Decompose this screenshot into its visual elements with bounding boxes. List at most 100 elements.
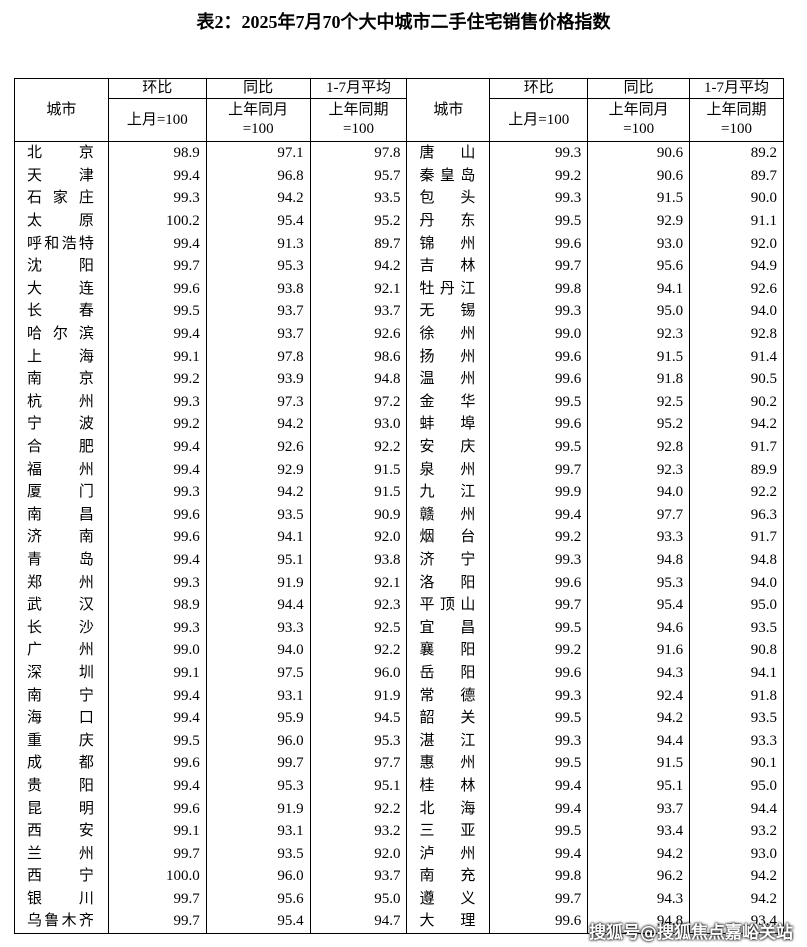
index-value: 92.3	[587, 458, 691, 481]
index-value: 94.0	[689, 571, 784, 594]
city: 大连	[14, 277, 109, 301]
index-value: 97.7	[587, 503, 691, 527]
index-value: 95.2	[587, 413, 691, 436]
index-value: 95.4	[205, 910, 311, 934]
index-value: 99.7	[107, 910, 207, 934]
index-value: 96.0	[309, 661, 408, 685]
header-row: 上月=100 上年同月 =100 上年同期 =100 上月=100 上年同月 =100 上…	[15, 98, 784, 142]
base-header: 上年同月 =100	[587, 98, 691, 142]
index-value: 94.2	[205, 187, 311, 210]
index-value: 99.5	[489, 616, 589, 640]
city: 重庆	[14, 729, 109, 753]
index-value: 91.8	[689, 684, 784, 707]
city: 丹东	[406, 209, 491, 233]
index-value: 92.8	[689, 322, 784, 346]
index-value: 99.3	[107, 616, 207, 640]
index-value: 95.2	[309, 209, 408, 233]
index-value: 98.6	[309, 345, 408, 368]
index-value: 90.2	[689, 390, 784, 414]
city: 韶关	[406, 706, 491, 730]
index-value: 99.3	[489, 187, 589, 210]
data-row: 上海 99.1 97.8 98.6 扬州 99.6 91.5 91.4	[14, 345, 784, 368]
index-value: 94.8	[689, 548, 784, 572]
index-value: 94.4	[587, 729, 691, 753]
city: 深圳	[14, 661, 109, 685]
city: 北京	[14, 141, 109, 165]
index-value: 93.7	[587, 797, 691, 820]
data-row: 南京 99.2 93.9 94.8 温州 99.6 91.8 90.5	[14, 367, 784, 391]
city: 金华	[406, 390, 491, 414]
index-value: 93.4	[689, 910, 784, 934]
index-value: 99.4	[107, 322, 207, 346]
index-value: 94.3	[587, 661, 691, 685]
index-value: 89.7	[309, 232, 408, 255]
city: 三亚	[406, 819, 491, 843]
index-value: 99.4	[107, 774, 207, 798]
city: 无锡	[406, 300, 491, 323]
city: 长春	[14, 300, 109, 323]
index-value: 95.0	[309, 887, 408, 911]
data-row: 济南 99.6 94.1 92.0 烟台 99.2 93.3 91.7	[14, 526, 784, 549]
city: 济宁	[406, 548, 491, 572]
index-value: 99.0	[107, 639, 207, 662]
data-row: 杭州 99.3 97.3 97.2 金华 99.5 92.5 90.2	[14, 390, 784, 414]
city: 上海	[14, 345, 109, 368]
index-value: 99.1	[107, 345, 207, 368]
city: 石家庄	[14, 187, 109, 210]
index-value: 99.4	[107, 548, 207, 572]
index-value: 95.7	[309, 164, 408, 188]
city: 锦州	[406, 232, 491, 255]
index-value: 98.9	[107, 593, 207, 617]
index-value: 94.1	[205, 526, 311, 549]
city-header: 城市	[406, 78, 491, 142]
index-value: 99.2	[489, 164, 589, 188]
city: 西宁	[14, 865, 109, 888]
index-value: 91.5	[309, 480, 408, 504]
index-value: 91.5	[587, 752, 691, 775]
index-value: 94.5	[309, 706, 408, 730]
data-row: 福州 99.4 92.9 91.5 泉州 99.7 92.3 89.9	[14, 458, 784, 481]
index-value: 92.5	[587, 390, 691, 414]
index-value: 92.6	[309, 322, 408, 346]
index-value: 93.5	[689, 706, 784, 730]
index-value: 95.1	[205, 548, 311, 572]
index-value: 97.1	[205, 141, 311, 165]
index-value: 91.9	[205, 571, 311, 594]
group-header: 环比	[107, 78, 207, 99]
data-row: 厦门 99.3 94.2 91.5 九江 99.9 94.0 92.2	[14, 480, 784, 504]
index-value: 93.5	[205, 503, 311, 527]
index-value: 99.5	[489, 752, 589, 775]
index-value: 93.8	[309, 548, 408, 572]
index-value: 95.1	[587, 774, 691, 798]
city: 贵阳	[14, 774, 109, 798]
index-value: 92.0	[309, 526, 408, 549]
index-value: 93.5	[689, 616, 784, 640]
index-value: 99.7	[489, 254, 589, 278]
index-value: 97.2	[309, 390, 408, 414]
city: 徐州	[406, 322, 491, 346]
index-value: 99.1	[107, 819, 207, 843]
index-value: 99.6	[489, 910, 589, 934]
index-value: 97.8	[309, 141, 408, 165]
data-row: 青岛 99.4 95.1 93.8 济宁 99.3 94.8 94.8	[14, 548, 784, 572]
index-value: 91.7	[689, 435, 784, 459]
index-value: 99.2	[107, 367, 207, 391]
data-row: 广州 99.0 94.0 92.2 襄阳 99.2 91.6 90.8	[14, 639, 784, 662]
index-value: 95.3	[587, 571, 691, 594]
data-row: 海口 99.4 95.9 94.5 韶关 99.5 94.2 93.5	[14, 706, 784, 730]
index-value: 92.2	[309, 435, 408, 459]
data-row: 长春 99.5 93.7 93.7 无锡 99.3 95.0 94.0	[14, 300, 784, 323]
index-value: 92.1	[309, 571, 408, 594]
data-row: 郑州 99.3 91.9 92.1 洛阳 99.6 95.3 94.0	[14, 571, 784, 594]
index-value: 99.4	[107, 458, 207, 481]
city: 蚌埠	[406, 413, 491, 436]
index-value: 99.6	[489, 345, 589, 368]
index-value: 100.2	[107, 209, 207, 233]
index-value: 92.0	[689, 232, 784, 255]
index-value: 99.7	[205, 752, 311, 775]
index-value: 92.2	[309, 639, 408, 662]
index-value: 91.1	[689, 209, 784, 233]
index-value: 99.1	[107, 661, 207, 685]
index-value: 99.3	[489, 548, 589, 572]
city: 襄阳	[406, 639, 491, 662]
